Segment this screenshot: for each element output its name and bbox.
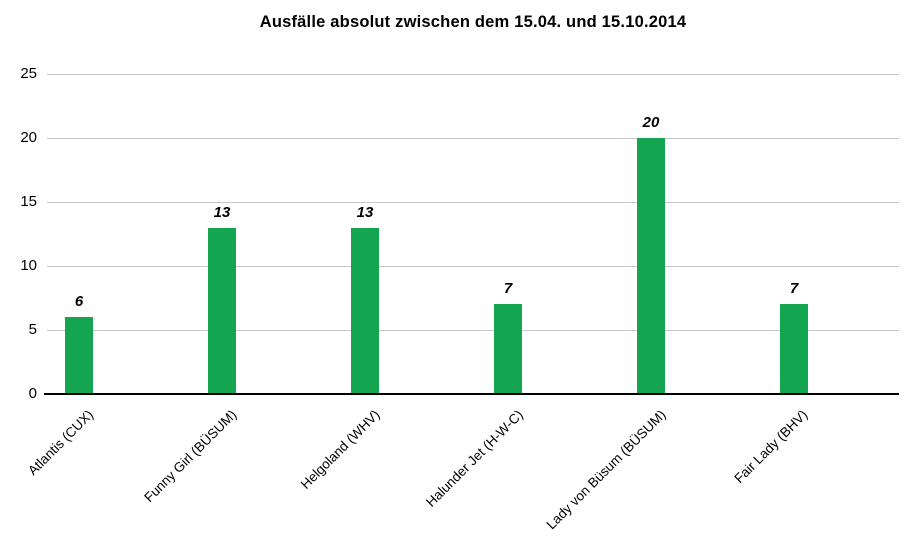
bar-value-label: 7	[503, 280, 513, 297]
x-axis-category-label: Halunder Jet (H-W-C)	[422, 407, 526, 510]
gridline	[47, 138, 899, 139]
x-axis-category-label: Lady von Büsum (BÜSUM)	[543, 407, 669, 533]
gridline	[47, 74, 899, 75]
bar-value-label: 20	[642, 114, 660, 131]
gridline	[47, 330, 899, 331]
x-axis-category-label: Helgoland (WHV)	[297, 407, 383, 492]
bar	[351, 228, 379, 393]
bar-value-label: 13	[356, 204, 374, 221]
bar	[637, 138, 665, 393]
x-axis-category-label: Fair Lady (BHV)	[731, 407, 811, 487]
bar	[494, 304, 522, 393]
y-axis-tick-label: 0	[28, 385, 37, 402]
bar	[780, 304, 808, 393]
x-axis-line	[44, 393, 899, 395]
y-axis-tick-label: 25	[20, 65, 37, 82]
bar	[208, 228, 236, 393]
x-axis-category-label: Atlantis (CUX)	[25, 407, 97, 479]
y-axis-tick-label: 10	[20, 257, 37, 274]
y-axis-tick-label: 15	[20, 193, 37, 210]
y-axis-tick-label: 5	[28, 321, 37, 338]
gridline	[47, 266, 899, 267]
y-axis-tick-label: 20	[20, 129, 37, 146]
bar	[65, 317, 93, 393]
chart-title: Ausfälle absolut zwischen dem 15.04. und…	[259, 13, 687, 31]
bar-value-label: 13	[213, 204, 231, 221]
x-axis-category-label: Funny Girl (BÜSUM)	[141, 407, 240, 506]
bar-value-label: 7	[789, 280, 799, 297]
bar-value-label: 6	[74, 293, 84, 310]
gridline	[47, 202, 899, 203]
